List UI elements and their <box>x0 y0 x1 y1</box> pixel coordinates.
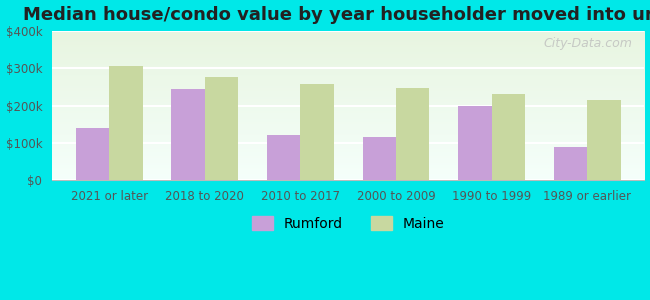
Bar <box>587 100 621 180</box>
Bar <box>363 137 396 180</box>
Bar <box>205 77 239 180</box>
Bar <box>491 94 525 180</box>
Bar <box>172 89 205 180</box>
Bar <box>267 136 300 180</box>
Bar <box>396 88 430 180</box>
Bar <box>109 66 143 180</box>
Bar <box>76 128 109 180</box>
Bar <box>300 84 334 180</box>
Bar <box>554 147 587 180</box>
Title: Median house/condo value by year householder moved into unit: Median house/condo value by year househo… <box>23 6 650 24</box>
Legend: Rumford, Maine: Rumford, Maine <box>246 210 450 236</box>
Text: City-Data.com: City-Data.com <box>543 37 632 50</box>
Bar <box>458 106 491 180</box>
